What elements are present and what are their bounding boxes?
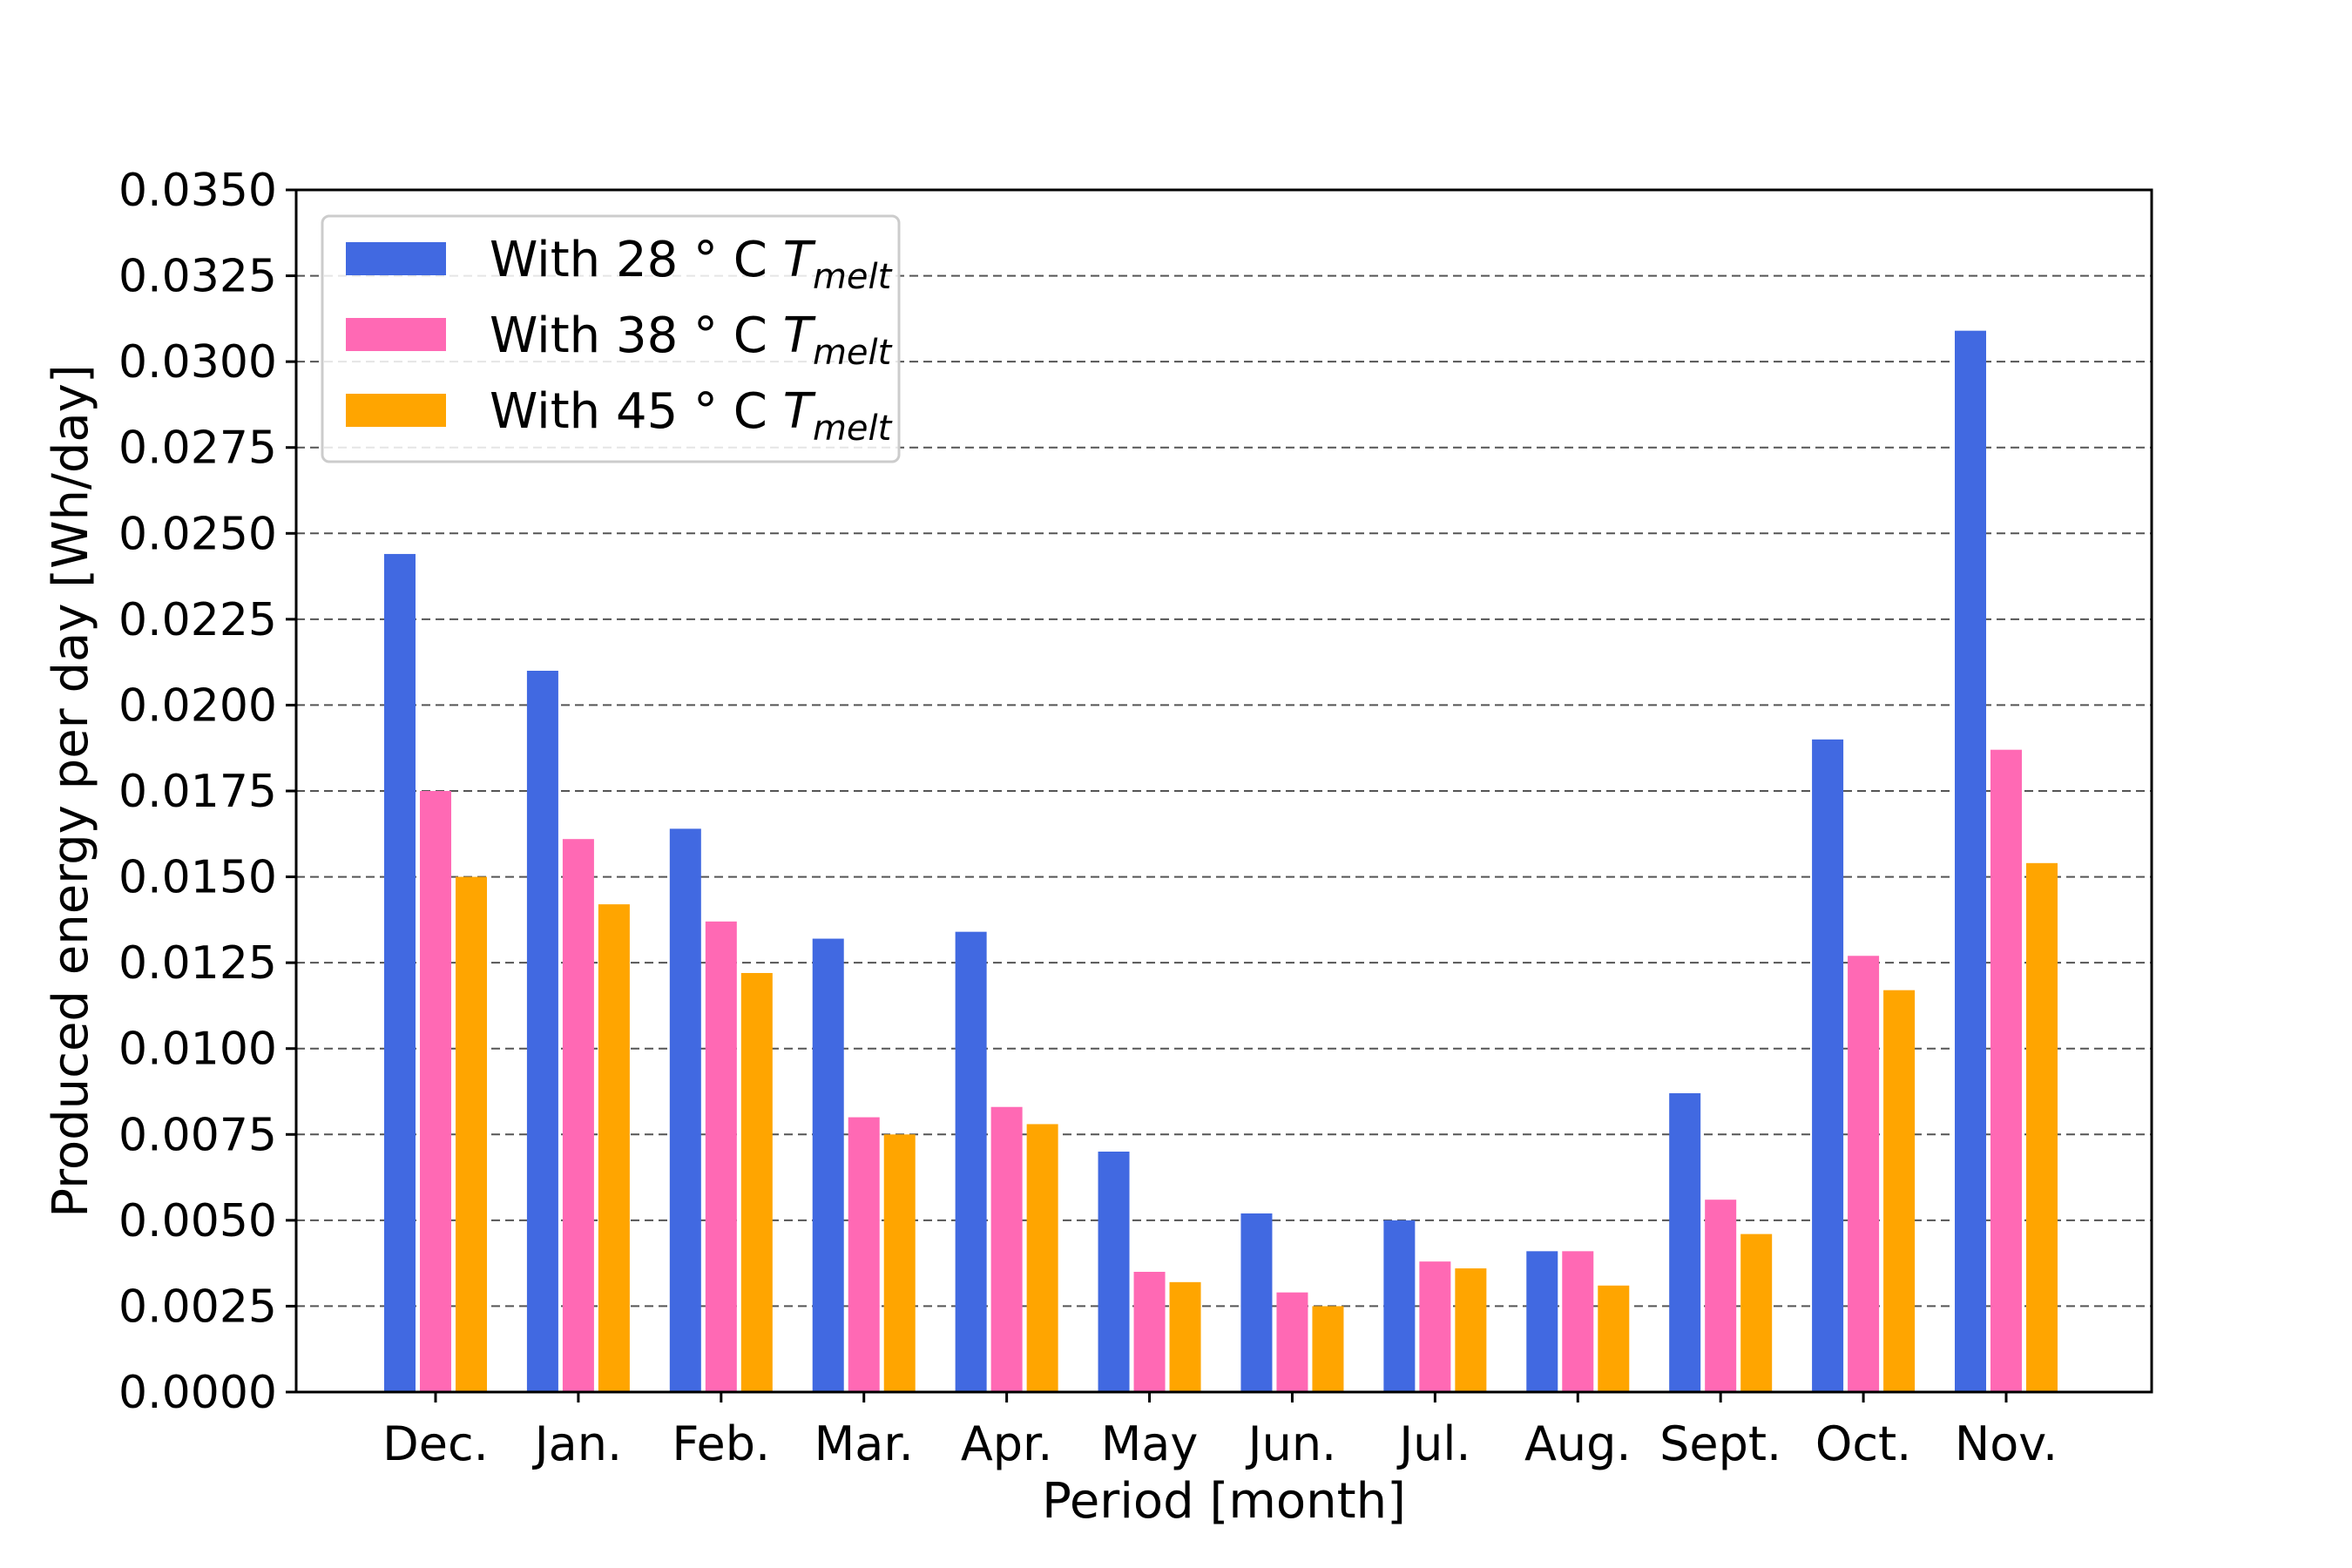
bar — [740, 972, 773, 1392]
bar — [1240, 1213, 1273, 1392]
bar — [1740, 1233, 1773, 1392]
legend-entry-subscript: melt — [813, 409, 893, 449]
bar — [1098, 1152, 1130, 1392]
legend-entry: With 45 ° C Tmelt — [490, 383, 893, 449]
y-tick-label: 0.0350 — [118, 165, 277, 217]
y-tick-label: 0.0300 — [118, 336, 277, 389]
legend-entry-symbol: T — [783, 383, 816, 440]
legend-entry-label: With 28 ° C — [490, 232, 783, 288]
bar — [955, 931, 987, 1392]
y-tick-label: 0.0325 — [118, 251, 277, 303]
y-tick-label: 0.0125 — [118, 937, 277, 990]
x-tick-label: Apr. — [961, 1416, 1053, 1471]
y-tick-label: 0.0150 — [118, 852, 277, 904]
legend-entry-symbol: T — [783, 232, 816, 288]
legend-swatch — [346, 394, 446, 427]
bars — [384, 330, 2058, 1393]
bar — [1955, 330, 1986, 1393]
bar — [1598, 1285, 1630, 1392]
bar — [1169, 1281, 1201, 1392]
x-tick-label: Jun. — [1246, 1416, 1337, 1471]
bar — [1455, 1268, 1487, 1392]
bar — [990, 1106, 1023, 1392]
legend-swatch — [346, 318, 446, 351]
x-tick-label: Dec. — [382, 1416, 489, 1471]
x-tick-label: Aug. — [1524, 1416, 1632, 1471]
x-axis-label: Period [month] — [1042, 1473, 1406, 1530]
x-tick-label: Mar. — [814, 1416, 914, 1471]
bar — [1383, 1220, 1416, 1392]
bar — [1419, 1261, 1451, 1392]
bar — [1883, 990, 1916, 1392]
bar — [812, 938, 844, 1392]
bar — [1133, 1272, 1166, 1392]
bar — [848, 1117, 880, 1392]
legend-entry: With 38 ° C Tmelt — [490, 308, 893, 373]
y-axis-ticks: 0.0000 0.0025 0.0050 0.0075 0.0100 0.0125 0.01… — [118, 165, 296, 1419]
bar — [1026, 1124, 1058, 1392]
legend-entry-label: With 45 ° C — [490, 383, 783, 440]
y-tick-label: 0.0275 — [118, 422, 277, 475]
y-tick-label: 0.0200 — [118, 679, 277, 732]
bar — [1705, 1200, 1737, 1392]
bar — [384, 553, 416, 1392]
x-tick-label: Feb. — [672, 1416, 770, 1471]
x-tick-label: Jan. — [532, 1416, 622, 1471]
x-axis-ticks: Dec. Jan. Feb. Mar. Apr. May Jun. Jul. Aug. Sept.… — [382, 1392, 2058, 1471]
y-tick-label: 0.0100 — [118, 1024, 277, 1076]
x-tick-label: Oct. — [1815, 1416, 1912, 1471]
x-tick-label: Sept. — [1659, 1416, 1781, 1471]
x-tick-label: Nov. — [1955, 1416, 2058, 1471]
y-tick-label: 0.0250 — [118, 508, 277, 560]
bar — [1669, 1092, 1701, 1392]
bar — [420, 791, 451, 1392]
bar — [1526, 1251, 1558, 1392]
bar — [669, 828, 701, 1392]
bar — [1562, 1251, 1594, 1392]
y-tick-label: 0.0050 — [118, 1195, 277, 1247]
bar — [2026, 862, 2058, 1392]
legend-entry-symbol: T — [783, 308, 816, 364]
bar — [598, 904, 630, 1392]
bar — [562, 839, 594, 1392]
y-tick-label: 0.0175 — [118, 766, 277, 818]
legend-entry-subscript: melt — [813, 257, 893, 297]
legend-swatch — [346, 242, 446, 275]
y-axis-label: Produced energy per day [Wh/day] — [43, 364, 99, 1217]
bar — [1276, 1292, 1308, 1392]
y-tick-label: 0.0025 — [118, 1281, 277, 1333]
legend-entry: With 28 ° C Tmelt — [490, 232, 893, 297]
bar — [1812, 739, 1844, 1392]
legend-entry-label: With 38 ° C — [490, 308, 783, 364]
bar — [1312, 1306, 1344, 1392]
x-tick-label: May — [1101, 1416, 1199, 1471]
y-tick-label: 0.0000 — [118, 1367, 277, 1419]
legend-entry-subscript: melt — [813, 333, 893, 373]
bar — [705, 921, 737, 1392]
bar — [1848, 956, 1880, 1392]
x-tick-label: Jul. — [1396, 1416, 1470, 1471]
bar — [456, 876, 487, 1392]
y-tick-label: 0.0075 — [118, 1109, 277, 1161]
bar — [1990, 749, 2022, 1392]
bar — [526, 671, 558, 1392]
y-tick-label: 0.0225 — [118, 594, 277, 646]
legend-box — [321, 214, 901, 463]
bar — [883, 1134, 916, 1392]
